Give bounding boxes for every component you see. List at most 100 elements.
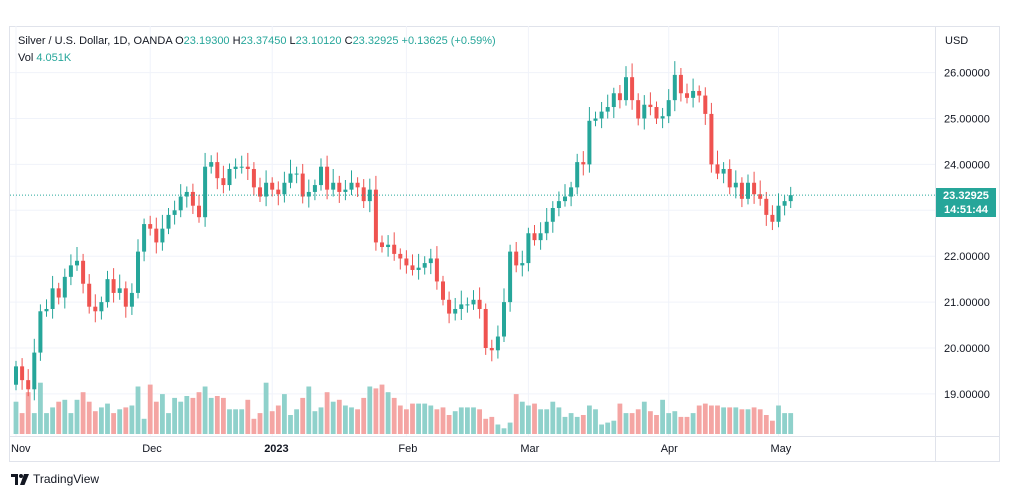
candle-body — [148, 224, 153, 229]
volume-bar — [776, 405, 781, 434]
volume-bar — [300, 397, 306, 434]
volume-bar — [446, 415, 452, 434]
volume-bar — [227, 409, 232, 434]
volume-bar — [68, 413, 74, 434]
volume-bar — [74, 399, 80, 434]
volume-bar — [751, 407, 757, 434]
candle-body — [325, 166, 330, 190]
tradingview-branding[interactable]: TradingView — [11, 472, 99, 486]
x-tick-label: Feb — [398, 443, 417, 455]
candle-body — [752, 182, 757, 195]
candle-body — [746, 182, 750, 199]
volume-bar — [709, 405, 714, 434]
last-price-tag: 23.32925 14:51:44 — [936, 188, 996, 218]
volume-bar — [770, 420, 775, 434]
candle-body — [361, 187, 366, 202]
volume-bar — [385, 392, 391, 434]
candle-body — [276, 189, 281, 195]
volume-bar — [513, 394, 519, 434]
volume-bar — [587, 405, 592, 434]
volume-label[interactable]: Vol — [18, 52, 34, 64]
volume-bar — [568, 413, 574, 434]
volume-bar — [282, 394, 287, 434]
candle-body — [532, 233, 537, 241]
volume-bar — [245, 399, 251, 434]
candle-body — [50, 288, 55, 309]
candle-body — [520, 263, 525, 266]
volume-bar — [641, 401, 647, 434]
volume-bar — [763, 415, 769, 434]
volume-bar — [745, 409, 751, 434]
volume-bar — [727, 407, 733, 434]
candle-body — [441, 281, 445, 300]
tradingview-name: TradingView — [33, 472, 100, 486]
volume-bar — [550, 401, 556, 434]
volume-bar — [202, 386, 208, 434]
candle-body — [105, 279, 110, 303]
volume-bar — [538, 409, 543, 434]
volume-bar — [178, 401, 184, 434]
volume-bar — [44, 413, 49, 434]
candle-body — [380, 242, 384, 248]
volume-bar — [556, 407, 562, 434]
candle-body — [672, 74, 677, 101]
volume-bar — [117, 409, 123, 434]
candle-body — [178, 196, 183, 211]
candle-body — [636, 100, 641, 119]
volume-bar — [349, 407, 354, 434]
volume-bar — [19, 413, 25, 434]
candle-body — [428, 258, 433, 264]
volume-bar — [269, 411, 275, 434]
volume-bar — [428, 405, 434, 434]
candle-body — [62, 276, 67, 298]
candle-body — [172, 210, 177, 215]
candle-body — [81, 260, 86, 284]
candle-body — [75, 260, 79, 266]
candle-body — [605, 107, 610, 112]
volume-bar — [306, 386, 312, 434]
candle-body — [258, 187, 262, 197]
candle-body — [587, 120, 592, 165]
candle-body — [630, 77, 635, 101]
candle-body — [654, 107, 659, 119]
candle-body — [471, 299, 476, 305]
volume-bar — [13, 401, 19, 434]
volume-bar — [623, 413, 629, 434]
high-value: 23.37450 — [240, 35, 287, 47]
candle-body — [190, 191, 195, 206]
candle-body — [319, 166, 323, 186]
volume-bar — [574, 416, 580, 434]
bar-countdown: 14:51:44 — [943, 204, 989, 217]
candle-body — [294, 173, 299, 175]
volume-bar — [397, 405, 403, 434]
candle-body — [166, 214, 171, 229]
legend-volume: Vol 4.051K — [18, 52, 71, 64]
candle-body — [343, 189, 348, 192]
volume-bar — [605, 422, 611, 434]
currency-label[interactable]: USD — [945, 35, 969, 47]
volume-bar — [99, 407, 104, 434]
candle-body — [306, 191, 311, 197]
candle-body — [709, 113, 714, 165]
candle-body — [739, 182, 744, 199]
y-tick-label: 25.00000 — [944, 114, 990, 126]
volume-bar — [672, 411, 678, 434]
volume-bar — [56, 401, 62, 434]
symbol-title[interactable]: Silver / U.S. Dollar, 1D, OANDA — [18, 35, 173, 47]
volume-bar — [660, 399, 665, 434]
candle-body — [245, 166, 250, 169]
volume-bar — [739, 409, 745, 434]
grid-lines — [10, 26, 935, 436]
candle-body — [642, 104, 647, 119]
candle-body — [99, 302, 104, 312]
candle-body — [56, 288, 61, 298]
volume-bar — [702, 403, 708, 434]
volume-bar — [519, 401, 525, 434]
volume-bar — [355, 409, 360, 434]
volume-bar — [208, 397, 214, 434]
candle-body — [203, 166, 208, 218]
candle-body — [398, 253, 403, 259]
candle-body — [129, 292, 134, 307]
volume-bars — [13, 382, 794, 434]
